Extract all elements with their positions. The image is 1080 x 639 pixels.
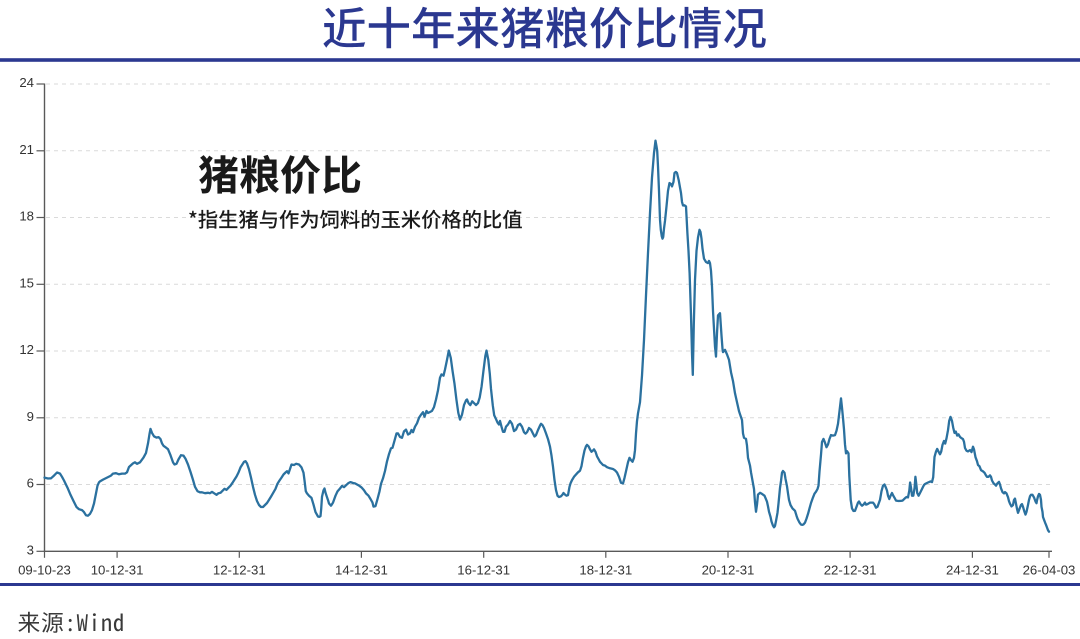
- svg-text:12: 12: [19, 342, 34, 357]
- svg-text:12-12-31: 12-12-31: [213, 563, 266, 578]
- svg-text:16-12-31: 16-12-31: [457, 563, 510, 578]
- svg-text:3: 3: [27, 543, 34, 558]
- svg-text:6: 6: [27, 476, 34, 491]
- svg-text:18-12-31: 18-12-31: [579, 563, 632, 578]
- svg-text:20-12-31: 20-12-31: [702, 563, 755, 578]
- svg-text:15: 15: [19, 276, 34, 291]
- svg-text:10-12-31: 10-12-31: [91, 563, 144, 578]
- svg-text:24: 24: [19, 75, 34, 90]
- svg-text:21: 21: [19, 142, 34, 157]
- svg-text:9: 9: [27, 409, 34, 424]
- svg-text:24-12-31: 24-12-31: [946, 563, 999, 578]
- svg-text:18: 18: [19, 209, 34, 224]
- svg-text:26-04-03: 26-04-03: [1023, 563, 1076, 578]
- svg-text:09-10-23: 09-10-23: [18, 563, 71, 578]
- svg-text:22-12-31: 22-12-31: [824, 563, 877, 578]
- svg-text:14-12-31: 14-12-31: [335, 563, 388, 578]
